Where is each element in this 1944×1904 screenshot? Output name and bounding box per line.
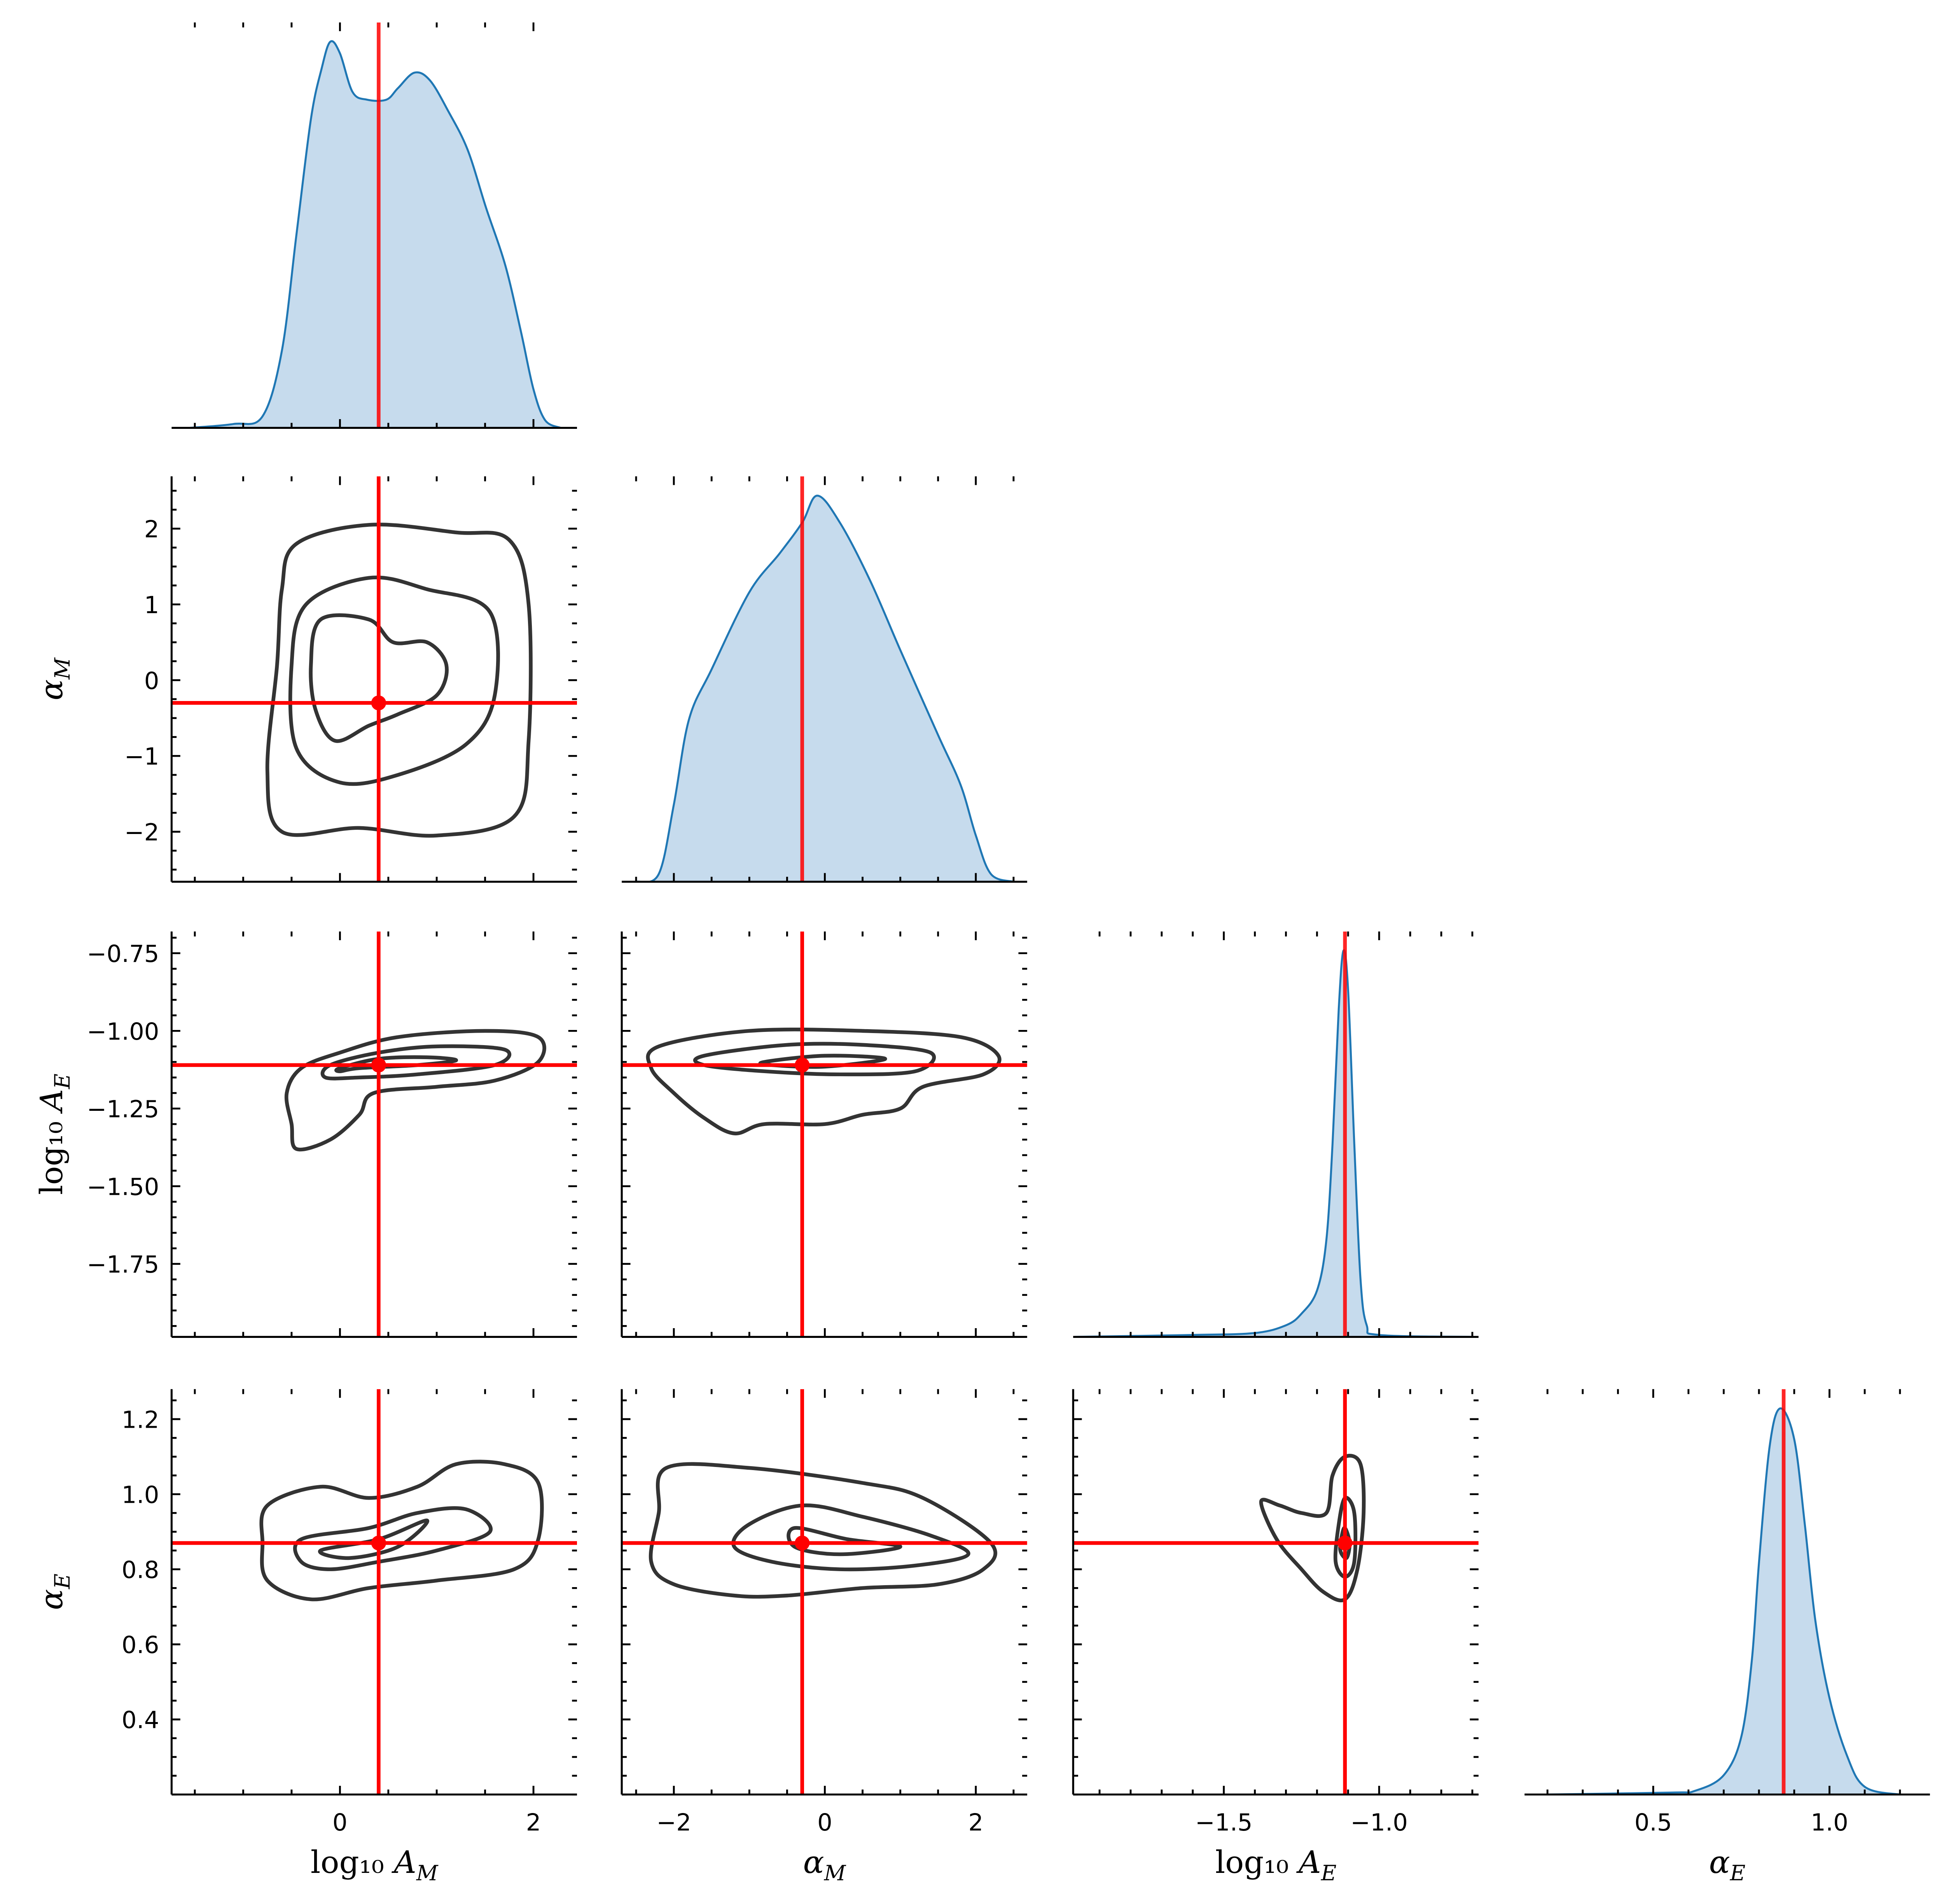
kde-line (190, 40, 561, 428)
label-function: log₁₀ (311, 1844, 394, 1880)
y-tick-label: 0.6 (122, 1632, 159, 1659)
x-axis-label: log₁₀ AM (311, 1844, 439, 1885)
kde-line (1075, 949, 1472, 1337)
y-tick-label: 1.0 (122, 1481, 159, 1509)
contour-panel-3-2: −1.5 −1.0 log₁₀ AE (1072, 1389, 1479, 1885)
kde-fill-area (1547, 1408, 1928, 1795)
x-tick-label: −1.0 (1350, 1809, 1408, 1836)
contour-level-0 (646, 1027, 1002, 1135)
label-subscript: E (50, 1574, 75, 1589)
contour-level-1 (293, 1506, 493, 1571)
truth-marker (1337, 1535, 1353, 1551)
y-tick-label: 1.2 (122, 1406, 159, 1434)
label-subscript: M (416, 1861, 439, 1885)
y-tick-label: 1 (144, 592, 159, 619)
contour-level-2 (309, 613, 449, 743)
x-tick-label: 2 (968, 1809, 983, 1836)
x-tick-label: 2 (526, 1809, 541, 1836)
kde-line (1547, 1407, 1928, 1795)
kde-line (636, 495, 1014, 882)
diag-panel-0 (171, 22, 577, 429)
x-axis-label: log₁₀ AE (1215, 1844, 1337, 1885)
diag-panel-2 (1073, 931, 1479, 1338)
label-symbol: α (803, 1844, 824, 1880)
contour-level-0 (1259, 1454, 1366, 1603)
panel-content (636, 476, 1014, 882)
y-tick-label: 0.4 (122, 1707, 159, 1734)
contour-level-1 (288, 575, 500, 786)
y-axis-label: αM (33, 657, 75, 700)
y-tick-label: −1.25 (87, 1096, 159, 1123)
label-function: log₁₀ (33, 1112, 70, 1195)
x-tick-label: 0 (332, 1809, 348, 1836)
y-tick-label: −2 (124, 819, 159, 846)
contour-level-0 (649, 1462, 997, 1599)
kde-fill-area (1075, 950, 1472, 1337)
panel-content (171, 1389, 577, 1795)
kde-fill-area (636, 495, 1014, 882)
panel-content (1547, 1389, 1928, 1795)
x-tick-label: 0 (817, 1809, 832, 1836)
contour-level-2 (787, 1526, 902, 1556)
x-tick-label: −2 (656, 1809, 691, 1836)
label-symbol: α (1709, 1844, 1730, 1880)
x-axis-label: αE (1709, 1844, 1746, 1885)
label-symbol: α (33, 679, 70, 700)
contour-level-0 (265, 523, 533, 838)
x-tick-label: 1.0 (1811, 1809, 1848, 1836)
truth-marker (371, 695, 386, 711)
y-tick-label: −0.75 (87, 941, 159, 968)
panel-content (171, 476, 577, 882)
label-symbol: A (33, 1089, 70, 1114)
contour-level-0 (284, 1029, 546, 1152)
x-tick-label: −1.5 (1195, 1809, 1253, 1836)
contour-panel-2-0: −1.75 −1.50 −1.25 −1.00 −0.75 log₁₀ AE (33, 931, 577, 1338)
label-function: log₁₀ (1215, 1844, 1299, 1880)
panel-content (622, 1389, 1027, 1795)
label-subscript: E (50, 1074, 75, 1089)
y-tick-label: −1.00 (87, 1018, 159, 1046)
contour-panel-2-1 (621, 931, 1027, 1338)
label-subscript: M (824, 1861, 846, 1885)
label-symbol: A (391, 1844, 416, 1880)
panel-content (190, 22, 561, 428)
label-subscript: E (1730, 1861, 1746, 1885)
x-axis-label: αM (803, 1844, 846, 1885)
truth-marker (795, 1058, 810, 1073)
diag-panel-1 (622, 476, 1027, 883)
truth-marker (795, 1535, 810, 1551)
y-tick-label: 0.8 (122, 1557, 159, 1584)
label-symbol: A (1296, 1844, 1321, 1880)
contour-level-1 (731, 1503, 970, 1572)
diag-panel-3: 0.5 1.0 αE (1524, 1389, 1930, 1885)
y-tick-label: −1 (124, 743, 159, 771)
panel-content (622, 931, 1027, 1337)
label-symbol: α (33, 1589, 70, 1610)
y-tick-label: 2 (144, 516, 159, 543)
y-axis-label: log₁₀ AE (33, 1074, 75, 1195)
panel-content (1075, 931, 1472, 1337)
y-tick-label: 0 (144, 668, 159, 695)
contour-level-1 (693, 1042, 936, 1077)
y-axis-label: αE (33, 1574, 75, 1610)
contour-panel-1-0: −2 −1 0 1 2 αM (33, 476, 577, 883)
panel-content (1073, 1389, 1479, 1795)
label-subscript: M (50, 657, 75, 680)
label-subscript: E (1321, 1861, 1337, 1885)
panel-content (171, 931, 577, 1337)
y-tick-label: −1.50 (87, 1173, 159, 1201)
contour-panel-3-1: −2 0 2 αM (621, 1389, 1027, 1885)
kde-fill-area (190, 41, 561, 428)
y-tick-label: −1.75 (87, 1251, 159, 1278)
truth-marker (371, 1058, 386, 1073)
truth-marker (371, 1535, 386, 1551)
x-tick-label: 0.5 (1635, 1809, 1672, 1836)
